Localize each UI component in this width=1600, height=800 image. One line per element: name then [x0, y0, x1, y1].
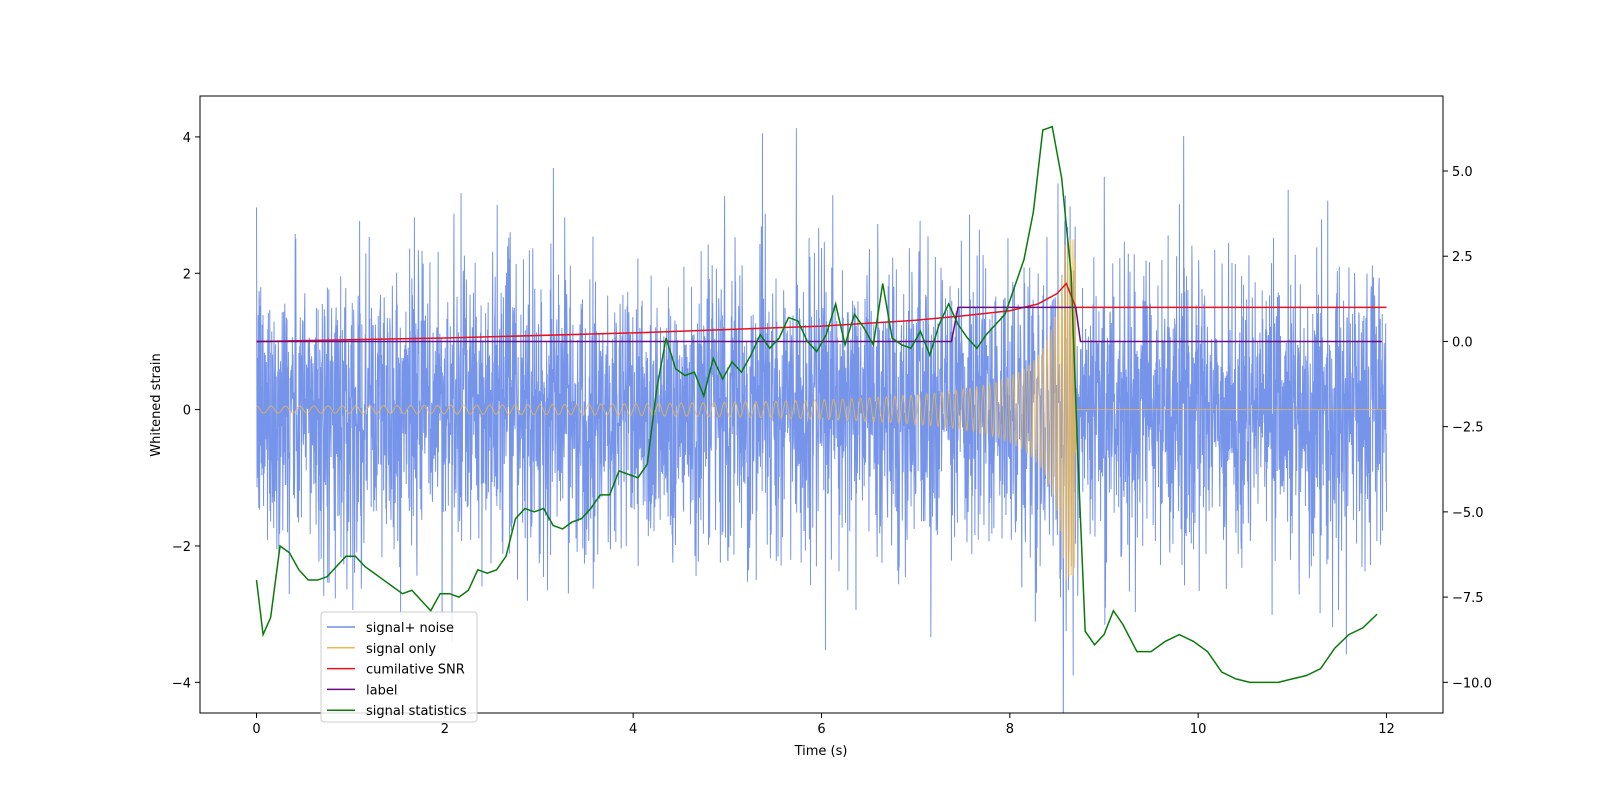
series-signal-only-line [256, 239, 1387, 580]
series-cumulative-snr-line [256, 282, 1387, 343]
x-tick-label: 4 [629, 722, 637, 737]
y2-axis-ticks: −10.0 −7.5 −5.0 −2.5 0.0 2.5 5.0 [1443, 165, 1492, 691]
series-signal-noise-line [256, 128, 1387, 713]
y2-tick-label: 5.0 [1452, 165, 1473, 180]
y2-tick-label: 0.0 [1452, 335, 1473, 350]
legend-label: signal+ noise [366, 621, 454, 636]
plot-area [255, 125, 1387, 713]
x-tick-label: 6 [817, 722, 825, 737]
legend-box [320, 611, 478, 723]
y2-tick-label: −5.0 [1452, 506, 1484, 521]
x-tick-label: 8 [1006, 722, 1014, 737]
x-tick-label: 12 [1378, 722, 1395, 737]
legend-label: signal statistics [366, 704, 467, 719]
y2-tick-label: −2.5 [1452, 421, 1484, 436]
y-tick-label: 0 [183, 404, 191, 419]
y-tick-label: −4 [172, 676, 191, 691]
y-tick-label: 4 [183, 131, 191, 146]
x-axis-label: Time (s) [794, 744, 848, 759]
y-tick-label: 2 [183, 267, 191, 282]
x-tick-label: 2 [441, 722, 449, 737]
y-tick-label: −2 [172, 540, 191, 555]
legend-label: signal only [366, 642, 436, 657]
y-axis-label: Whitened strain [149, 353, 164, 456]
y-axis-ticks: −4 −2 0 2 4 [172, 131, 200, 691]
y2-tick-label: −7.5 [1452, 591, 1484, 606]
x-tick-label: 10 [1190, 722, 1207, 737]
series-label-line [256, 306, 1382, 343]
legend-label: cumilative SNR [366, 663, 465, 678]
series-signal-statistics-line [255, 125, 1378, 684]
y2-tick-label: −10.0 [1452, 676, 1492, 691]
y2-tick-label: 2.5 [1452, 250, 1473, 265]
legend-label: label [366, 683, 397, 698]
legend: signal+ noise signal only cumilative SNR la… [320, 611, 478, 723]
x-tick-label: 0 [252, 722, 260, 737]
